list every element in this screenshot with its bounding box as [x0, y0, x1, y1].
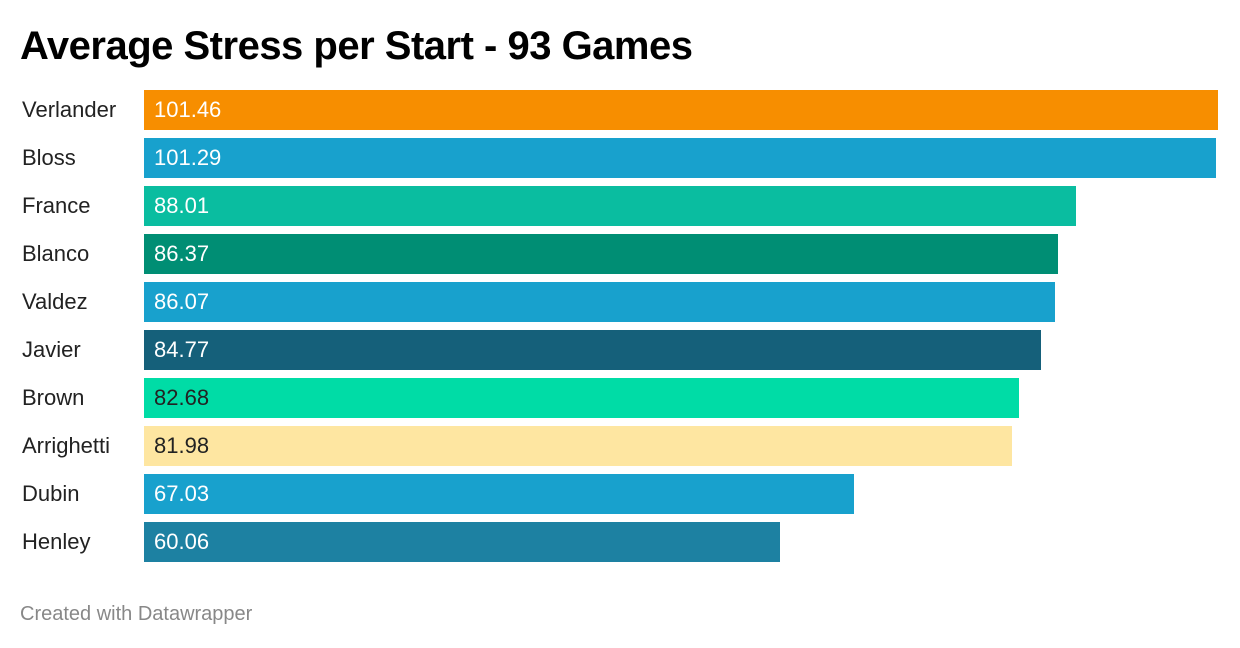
bar: 67.03 [144, 474, 854, 514]
bar-row: Dubin 67.03 [0, 474, 1240, 514]
bar-row: Javier 84.77 [0, 330, 1240, 370]
bar-row: Arrighetti 81.98 [0, 426, 1240, 466]
value-label: 86.07 [154, 289, 210, 314]
value-label: 101.46 [154, 97, 222, 122]
bar: 81.98 [144, 426, 1012, 466]
bar-row: France 88.01 [0, 186, 1240, 226]
value-label: 82.68 [154, 385, 210, 410]
bar-row: Bloss 101.29 [0, 138, 1240, 178]
bar: 101.46 [144, 90, 1218, 130]
value-label: 67.03 [154, 481, 210, 506]
bar: 86.07 [144, 282, 1055, 322]
category-label: Arrighetti [22, 433, 111, 458]
value-label: 81.98 [154, 433, 210, 458]
value-label: 60.06 [154, 529, 210, 554]
value-label: 84.77 [154, 337, 210, 362]
bar: 101.29 [144, 138, 1216, 178]
bar: 88.01 [144, 186, 1076, 226]
category-label: Javier [22, 337, 81, 362]
bar: 82.68 [144, 378, 1019, 418]
bar: 60.06 [144, 522, 780, 562]
category-label: Brown [22, 385, 85, 410]
category-label: Dubin [22, 481, 80, 506]
value-label: 86.37 [154, 241, 210, 266]
category-label: Valdez [22, 289, 88, 314]
category-label: Verlander [22, 97, 117, 122]
bar-row: Verlander 101.46 [0, 90, 1240, 130]
category-label: Bloss [22, 145, 76, 170]
category-label: France [22, 193, 91, 218]
bar-row: Brown 82.68 [0, 378, 1240, 418]
category-label: Blanco [22, 241, 90, 266]
bar: 84.77 [144, 330, 1041, 370]
bar-row: Blanco 86.37 [0, 234, 1240, 274]
chart-title: Average Stress per Start - 93 Games [20, 24, 693, 68]
bar-row: Henley 60.06 [0, 522, 1240, 562]
value-label: 88.01 [154, 193, 210, 218]
bar-chart: Verlander 101.46 Bloss 101.29 France 88.01 Bla… [0, 90, 1240, 570]
bar: 86.37 [144, 234, 1058, 274]
value-label: 101.29 [154, 145, 222, 170]
category-label: Henley [22, 529, 91, 554]
credit-text[interactable]: Created with Datawrapper [20, 603, 253, 625]
bar-row: Valdez 86.07 [0, 282, 1240, 322]
